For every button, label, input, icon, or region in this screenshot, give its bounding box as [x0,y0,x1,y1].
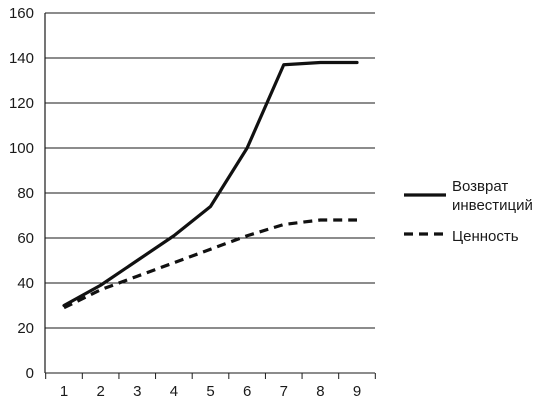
x-tick-label: 6 [243,383,251,400]
series-line-roi [62,60,359,308]
x-tick-label: 8 [316,383,324,400]
x-tick-label: 5 [206,383,214,400]
x-tick-label: 7 [280,383,288,400]
series-line-value [63,218,357,310]
x-tick-label: 1 [60,383,68,400]
legend: Возврат инвестиций Ценность [404,178,533,245]
y-tick-label: 160 [9,5,34,22]
axis-layer: 0 20 40 60 80 100 120 140 160 1 2 3 4 5 6 7 8 9 [9,5,376,400]
y-tick-label: 40 [17,275,34,292]
x-tick-label: 4 [170,383,178,400]
legend-label: Ценность [452,228,519,245]
y-tick-label: 20 [17,320,34,337]
y-tick-label: 80 [17,185,34,202]
grid-layer [45,12,375,374]
legend-label: инвестиций [452,197,533,214]
x-tick-label: 9 [353,383,361,400]
x-tick-label: 3 [133,383,141,400]
y-tick-label: 100 [9,140,34,157]
y-tick-label: 120 [9,95,34,112]
y-tick-label: 140 [9,50,34,67]
series-layer [62,60,359,310]
y-tick-label: 60 [17,230,34,247]
y-tick-label: 0 [26,365,34,382]
legend-label: Возврат [452,178,508,195]
x-tick-label: 2 [96,383,104,400]
